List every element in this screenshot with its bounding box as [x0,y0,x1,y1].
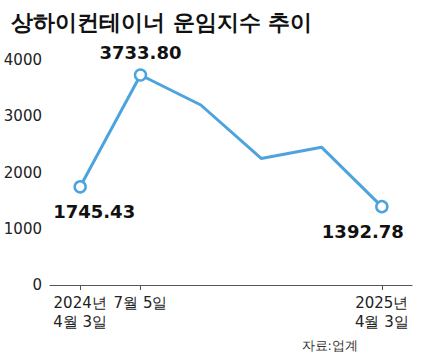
svg-text:상하이컨테이너 운임지수 추이: 상하이컨테이너 운임지수 추이 [11,10,312,35]
svg-text:2025년: 2025년 [355,294,408,312]
svg-text:1745.43: 1745.43 [53,201,135,222]
svg-text:2024년: 2024년 [54,294,107,312]
svg-text:1392.78: 1392.78 [322,221,404,242]
svg-text:1000: 1000 [4,220,42,238]
svg-text:3000: 3000 [4,107,42,125]
svg-text:4월 3일: 4월 3일 [53,313,107,331]
svg-text:4000: 4000 [4,51,42,69]
svg-text:7월 5일: 7월 5일 [114,294,168,312]
svg-text:4월 3일: 4월 3일 [355,313,409,331]
svg-text:2000: 2000 [4,164,42,182]
svg-text:자료:업계: 자료:업계 [302,338,358,353]
svg-text:0: 0 [32,276,42,294]
svg-text:3733.80: 3733.80 [100,42,182,63]
